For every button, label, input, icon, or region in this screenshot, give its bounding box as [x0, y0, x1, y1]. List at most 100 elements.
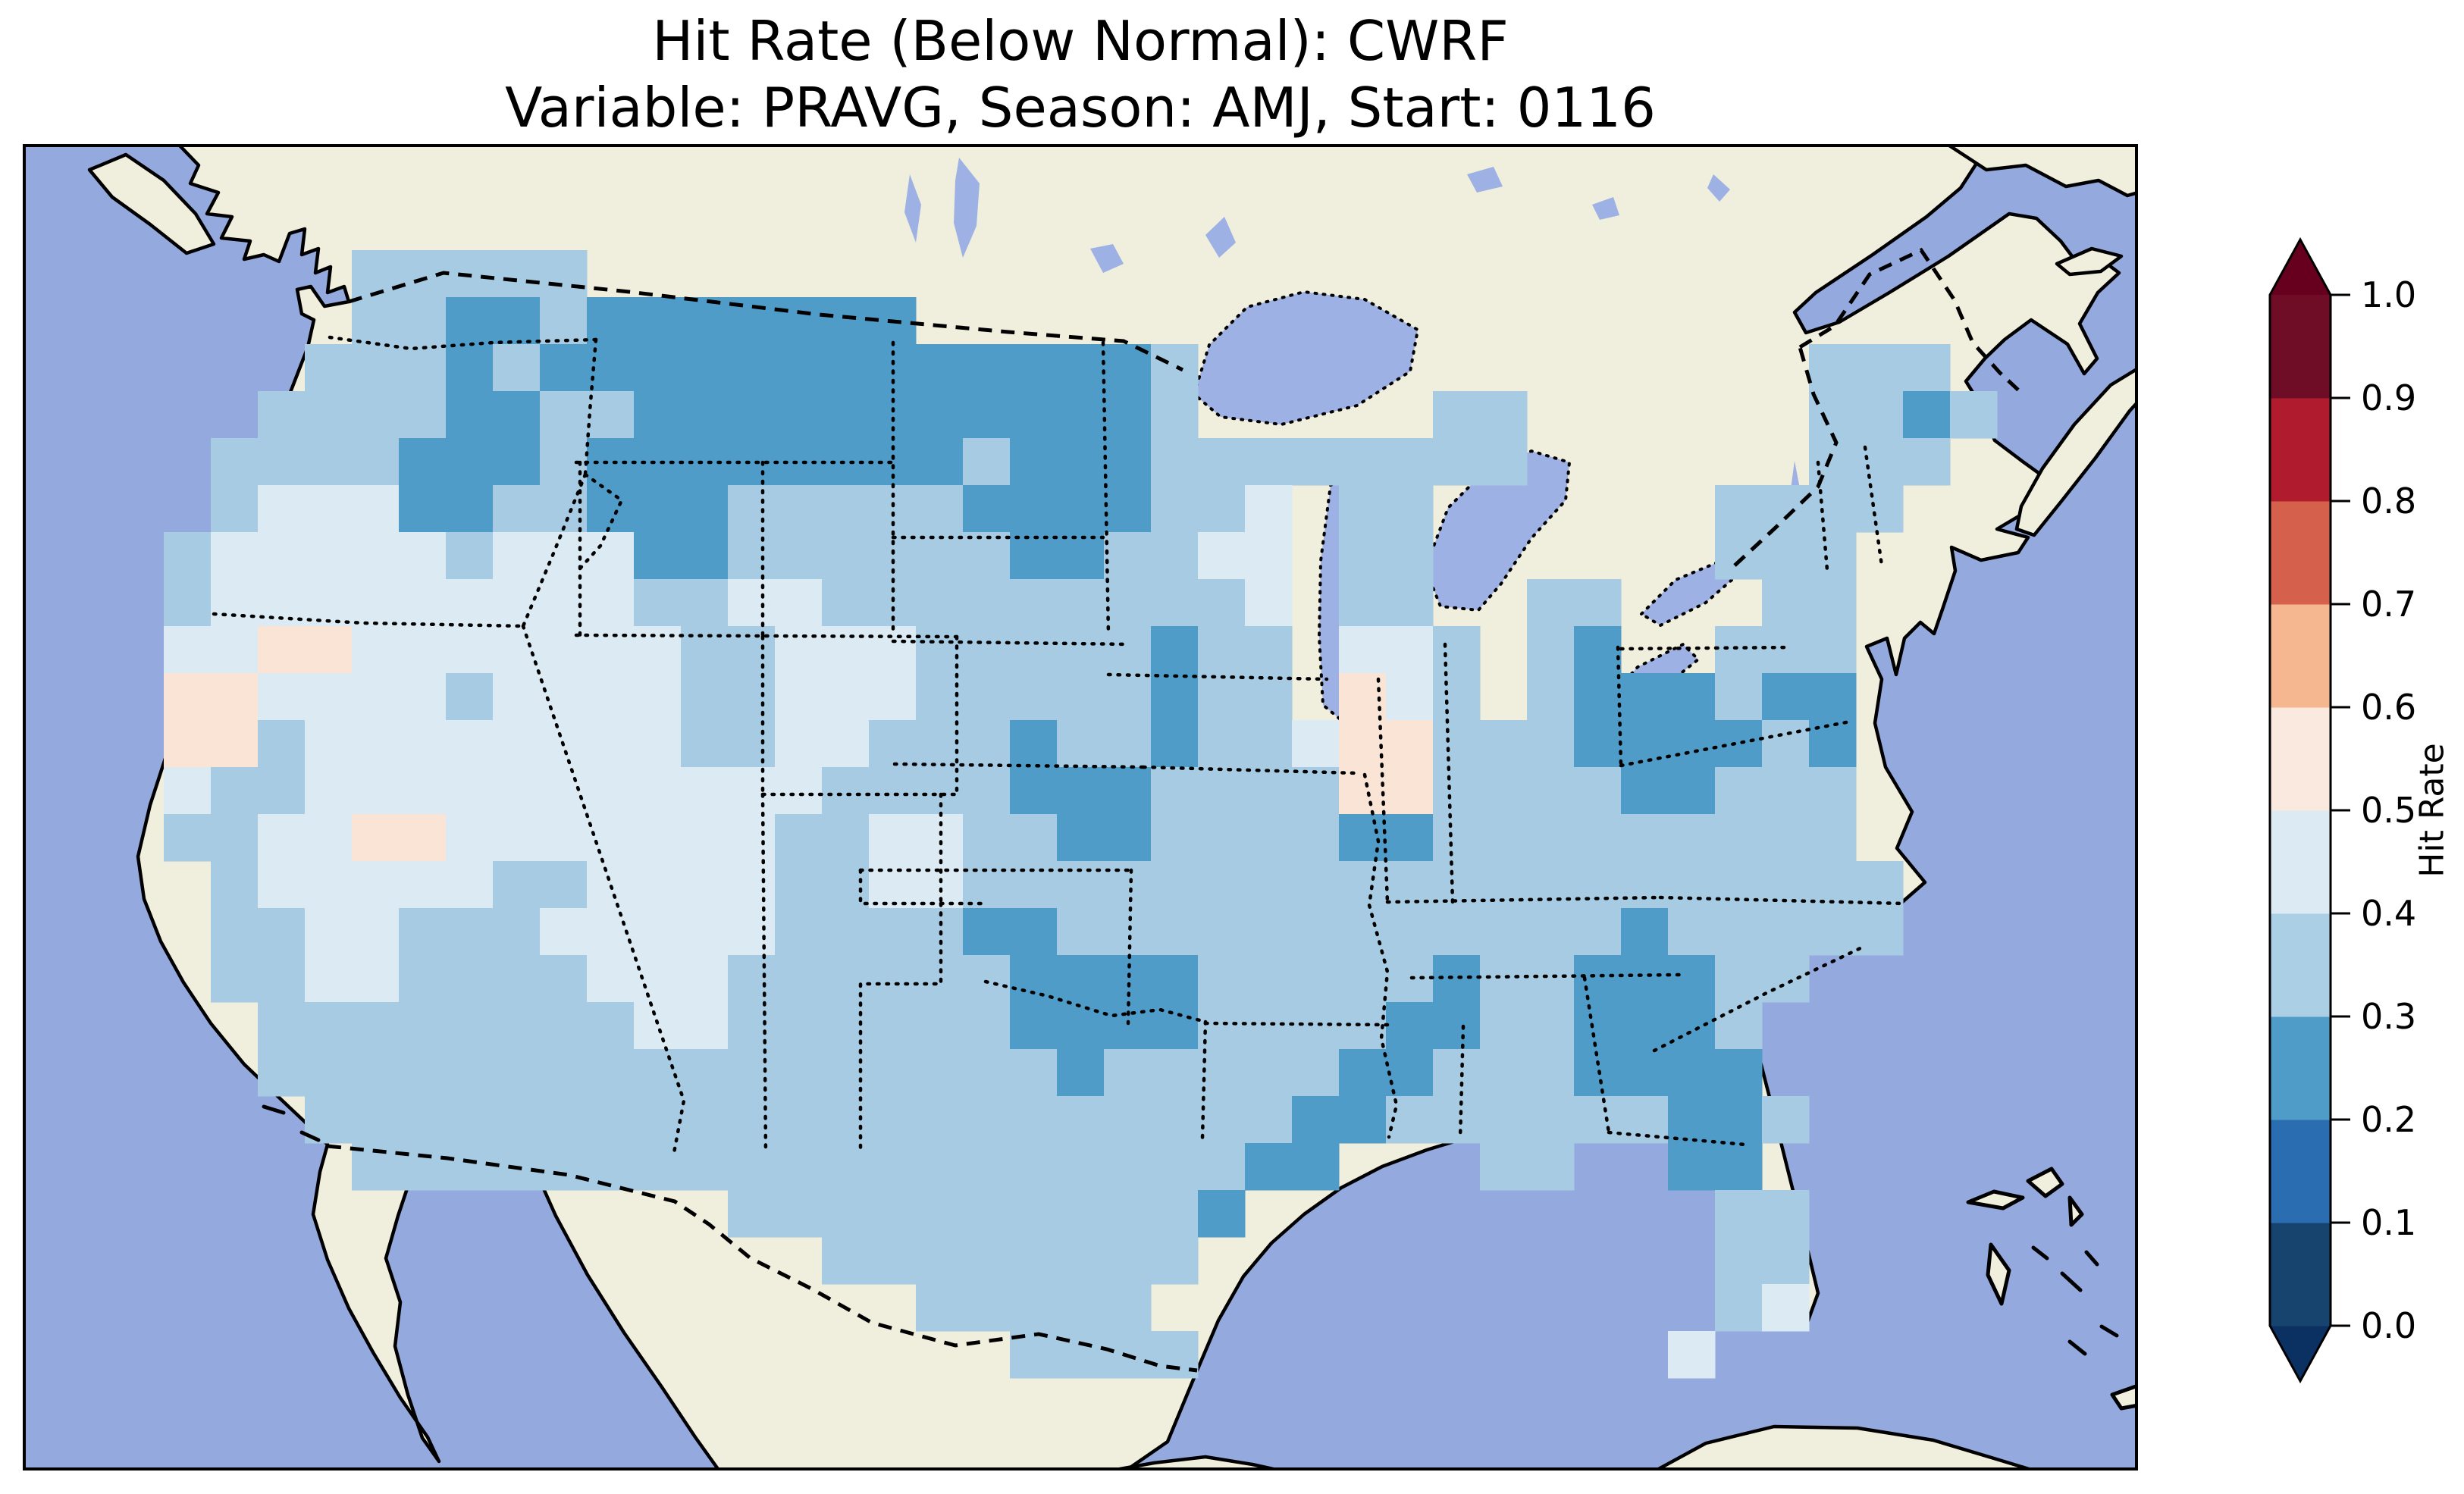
grid-cell	[1198, 908, 1246, 956]
grid-cell	[1856, 908, 1904, 956]
turks-cay-2	[2067, 1339, 2087, 1356]
grid-cell	[1527, 767, 1575, 815]
grid-cell	[1809, 908, 1857, 956]
grid-cell	[211, 955, 259, 1003]
grid-cell	[587, 391, 635, 439]
grid-cell	[399, 861, 447, 909]
grid-cell	[1245, 1002, 1293, 1050]
grid-cell	[305, 673, 353, 721]
grid-cell	[587, 955, 635, 1003]
grid-cell	[1010, 1002, 1058, 1050]
grid-cell	[1621, 814, 1669, 862]
grid-cell	[1292, 1049, 1340, 1097]
grid-cell	[822, 767, 870, 815]
grid-cell	[822, 673, 870, 721]
grid-cell	[1010, 1143, 1058, 1191]
grid-cell	[916, 1284, 964, 1332]
grid-cell	[1856, 861, 1904, 909]
grid-cell	[634, 297, 682, 345]
grid-cell	[1339, 720, 1387, 768]
colorbar-extend-under	[2270, 1326, 2331, 1381]
grid-cell	[493, 767, 541, 815]
grid-cell	[963, 955, 1011, 1003]
grid-cell	[1762, 955, 1810, 1003]
grid-cell	[1386, 532, 1434, 580]
grid-cell	[493, 391, 541, 439]
grid-cell	[446, 861, 494, 909]
grid-cell	[587, 579, 635, 627]
grid-cell	[1198, 485, 1246, 533]
grid-cell	[399, 579, 447, 627]
grid-cell	[1151, 1049, 1199, 1097]
grid-cell	[1762, 579, 1810, 627]
grid-cell	[681, 344, 729, 392]
grid-cell	[1104, 814, 1152, 862]
grid-cell	[916, 344, 964, 392]
grid-cell	[1386, 626, 1434, 674]
grid-cell	[1527, 720, 1575, 768]
grid-cell	[540, 767, 588, 815]
bahama-cay-3	[2084, 1250, 2099, 1267]
grid-cell	[352, 955, 400, 1003]
grid-cell	[1010, 1237, 1058, 1285]
grid-cell	[728, 861, 776, 909]
grid-cell	[916, 1237, 964, 1285]
grid-cell	[352, 579, 400, 627]
grid-cell	[540, 814, 588, 862]
bahama-island-3	[2067, 1195, 2084, 1227]
grid-cell	[1057, 1143, 1105, 1191]
grid-cell	[1010, 532, 1058, 580]
grid-cell	[352, 438, 400, 486]
grid-cell	[1057, 1096, 1105, 1144]
grid-cell	[1151, 485, 1199, 533]
grid-cell	[963, 1190, 1011, 1238]
grid-cell	[1010, 1096, 1058, 1144]
grid-cell	[399, 720, 447, 768]
grid-cell	[869, 1143, 917, 1191]
grid-cell	[775, 720, 823, 768]
grid-cell	[1057, 861, 1105, 909]
grid-cell	[1527, 1143, 1575, 1191]
grid-cell	[1057, 626, 1105, 674]
grid-cell	[1151, 1002, 1199, 1050]
grid-cell	[1480, 1096, 1528, 1144]
grid-cell	[634, 861, 682, 909]
grid-cell	[399, 1049, 447, 1097]
grid-cell	[634, 1096, 682, 1144]
grid-cell	[728, 1096, 776, 1144]
grid-cell	[1715, 673, 1763, 721]
grid-cell	[634, 579, 682, 627]
grid-cell	[1433, 626, 1481, 674]
grid-cell	[1292, 438, 1340, 486]
small-lakes	[904, 158, 1802, 538]
grid-cell	[869, 1096, 917, 1144]
grid-cell	[1668, 1331, 1716, 1379]
grid-cell	[1010, 767, 1058, 815]
grid-cell	[1809, 438, 1857, 486]
grid-cell	[1198, 532, 1246, 580]
grid-cell	[1104, 1049, 1152, 1097]
grid-cell	[446, 1096, 494, 1144]
map-frame	[23, 144, 2138, 1471]
colorbar-segment	[2270, 810, 2331, 914]
grid-cell	[1762, 720, 1810, 768]
colorbar-tick-label: 0.4	[2361, 893, 2416, 934]
grid-cell	[399, 297, 447, 345]
grid-cell	[869, 814, 917, 862]
grid-cell	[1104, 767, 1152, 815]
grid-cell	[1762, 532, 1810, 580]
grid-cell	[1104, 1096, 1152, 1144]
grid-cell	[963, 579, 1011, 627]
grid-cell	[681, 579, 729, 627]
grid-cell	[1104, 579, 1152, 627]
nova-scotia	[2014, 366, 2138, 537]
grid-cell	[258, 485, 306, 533]
grid-cell	[869, 673, 917, 721]
hit-rate-grid	[164, 250, 1998, 1379]
grid-cell	[1480, 720, 1528, 768]
grid-cell	[446, 297, 494, 345]
grid-cell	[1480, 908, 1528, 956]
grid-cell	[963, 1143, 1011, 1191]
grid-cell	[540, 391, 588, 439]
grid-cell	[305, 1002, 353, 1050]
